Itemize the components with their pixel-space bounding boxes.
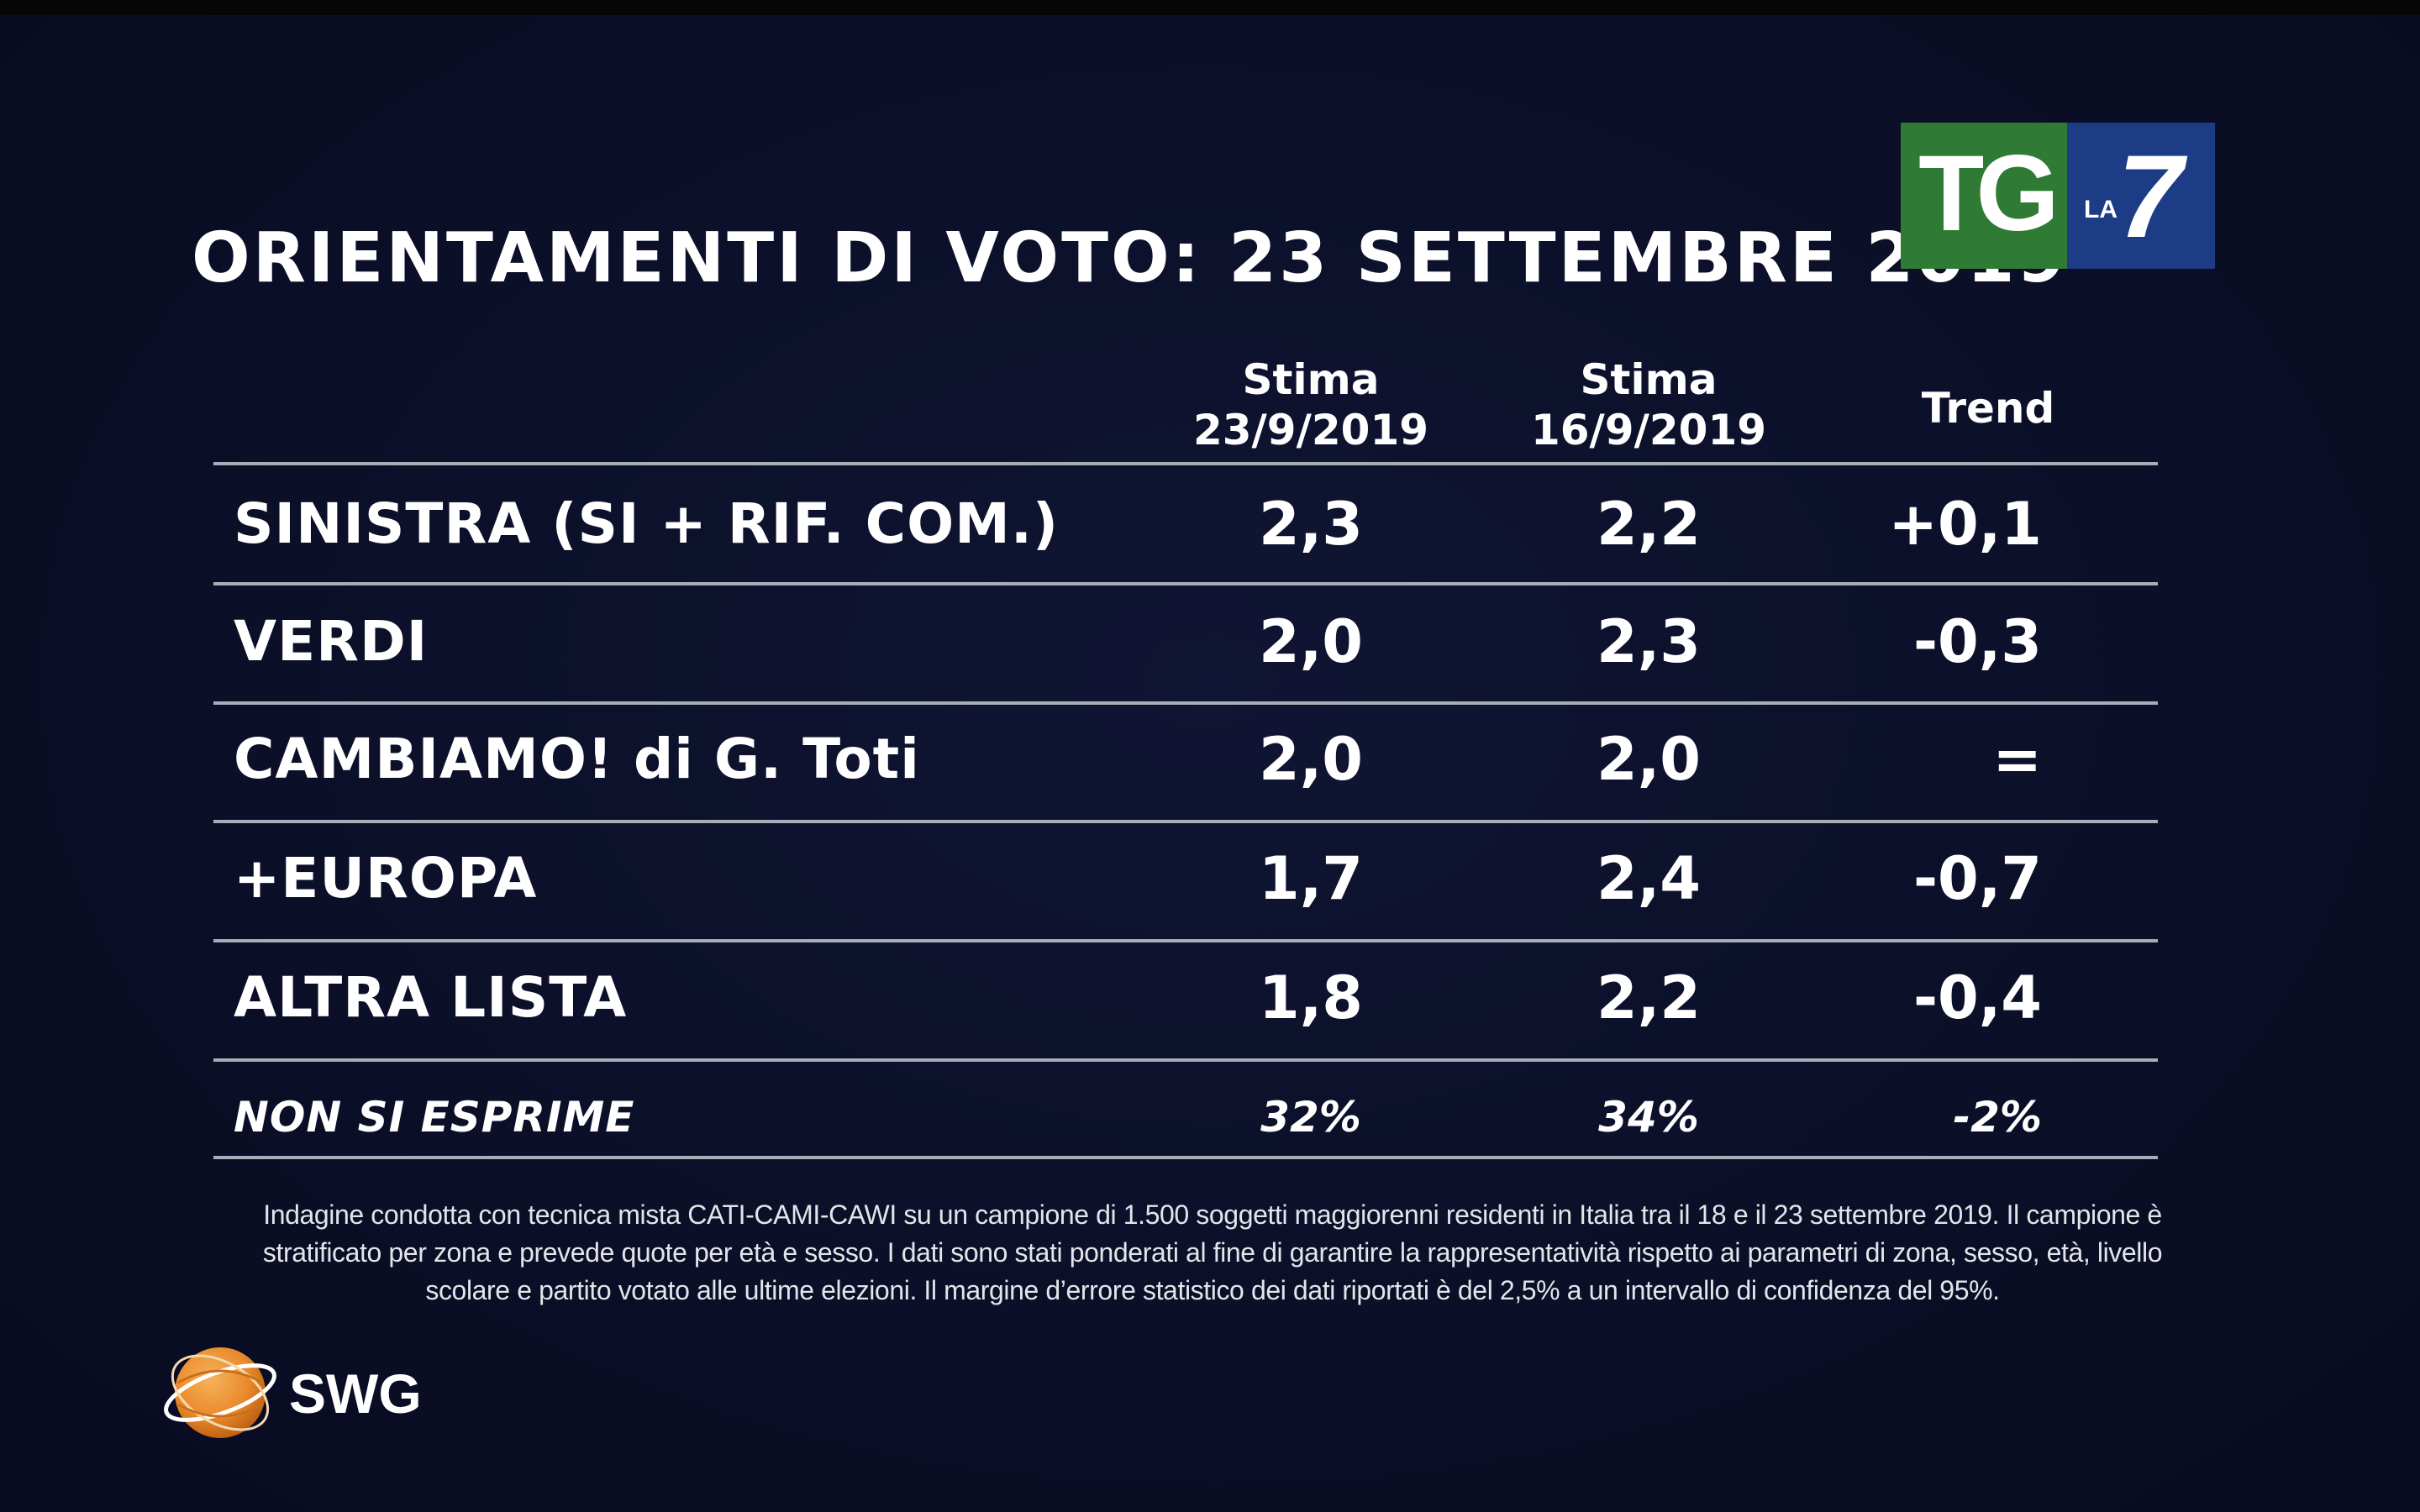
swg-logo: SWG bbox=[160, 1334, 437, 1448]
trend-value: = bbox=[1992, 725, 2042, 794]
table-rule bbox=[213, 1058, 2158, 1062]
column-header-1: Stima 23/9/2019 bbox=[1143, 354, 1479, 455]
table-rule bbox=[213, 701, 2158, 705]
estimate-previous-value: 34% bbox=[1598, 1093, 1699, 1142]
top-edge-bar bbox=[0, 0, 2420, 15]
trend-value: -2% bbox=[1953, 1093, 2042, 1142]
trend-value: +0,1 bbox=[1888, 490, 2042, 559]
estimate-previous-value: 2,2 bbox=[1596, 490, 1701, 559]
la7-logo-blue-panel bbox=[2067, 123, 2215, 269]
party-name: NON SI ESPRIME bbox=[234, 1093, 635, 1142]
estimate-previous-value: 2,2 bbox=[1596, 963, 1701, 1032]
methodology-footnote: Indagine condotta con tecnica mista CATI… bbox=[192, 1196, 2233, 1310]
column-header-2: Stima 16/9/2019 bbox=[1481, 354, 1817, 455]
trend-value: -0,3 bbox=[1912, 607, 2042, 676]
page-title: ORIENTAMENTI DI VOTO: 23 SETTEMBRE 2019 bbox=[192, 218, 2068, 298]
swg-logo-text: SWG bbox=[289, 1362, 422, 1425]
table-rule bbox=[213, 582, 2158, 585]
party-name: VERDI bbox=[234, 609, 429, 674]
party-name: ALTRA LISTA bbox=[234, 965, 628, 1030]
estimate-current-value: 1,7 bbox=[1258, 844, 1363, 913]
column-header-2-line-1: Stima bbox=[1580, 355, 1718, 404]
table-rule bbox=[213, 939, 2158, 942]
footnote-line-3: scolare e partito votato alle ultime ele… bbox=[425, 1275, 2000, 1305]
party-name: +EUROPA bbox=[234, 846, 538, 911]
column-header-2-line-2: 16/9/2019 bbox=[1530, 406, 1767, 454]
tg-logo-green-panel bbox=[1901, 123, 2067, 269]
estimate-previous-value: 2,3 bbox=[1596, 607, 1701, 676]
column-header-1-line-1: Stima bbox=[1242, 355, 1380, 404]
trend-value: -0,7 bbox=[1912, 844, 2042, 913]
tg-logo-text: TG bbox=[1918, 134, 2060, 254]
party-name: SINISTRA (SI + RIF. COM.) bbox=[234, 491, 1060, 556]
estimate-previous-value: 2,0 bbox=[1596, 725, 1701, 794]
column-header-trend: Trend bbox=[1921, 384, 2055, 433]
tg-la7-logo: TG LA 7 bbox=[1901, 123, 2215, 269]
footnote-line-1: Indagine condotta con tecnica mista CATI… bbox=[263, 1200, 2162, 1230]
swg-globe-icon bbox=[164, 1347, 276, 1438]
estimate-previous-value: 2,4 bbox=[1596, 844, 1701, 913]
table-rule bbox=[213, 462, 2158, 465]
column-header-1-line-2: 23/9/2019 bbox=[1192, 406, 1429, 454]
table-rule bbox=[213, 1156, 2158, 1159]
seven-logo-text: 7 bbox=[2118, 130, 2183, 262]
footnote-line-2: stratificato per zona e prevede quote pe… bbox=[262, 1237, 2163, 1268]
estimate-current-value: 2,0 bbox=[1258, 607, 1363, 676]
party-name: CAMBIAMO! di G. Toti bbox=[234, 727, 920, 791]
estimate-current-value: 2,0 bbox=[1258, 725, 1363, 794]
trend-value: -0,4 bbox=[1912, 963, 2042, 1032]
la-logo-text: LA bbox=[2084, 196, 2118, 223]
estimate-current-value: 2,3 bbox=[1258, 490, 1363, 559]
estimate-current-value: 1,8 bbox=[1258, 963, 1363, 1032]
table-rule bbox=[213, 820, 2158, 823]
estimate-current-value: 32% bbox=[1260, 1093, 1361, 1142]
